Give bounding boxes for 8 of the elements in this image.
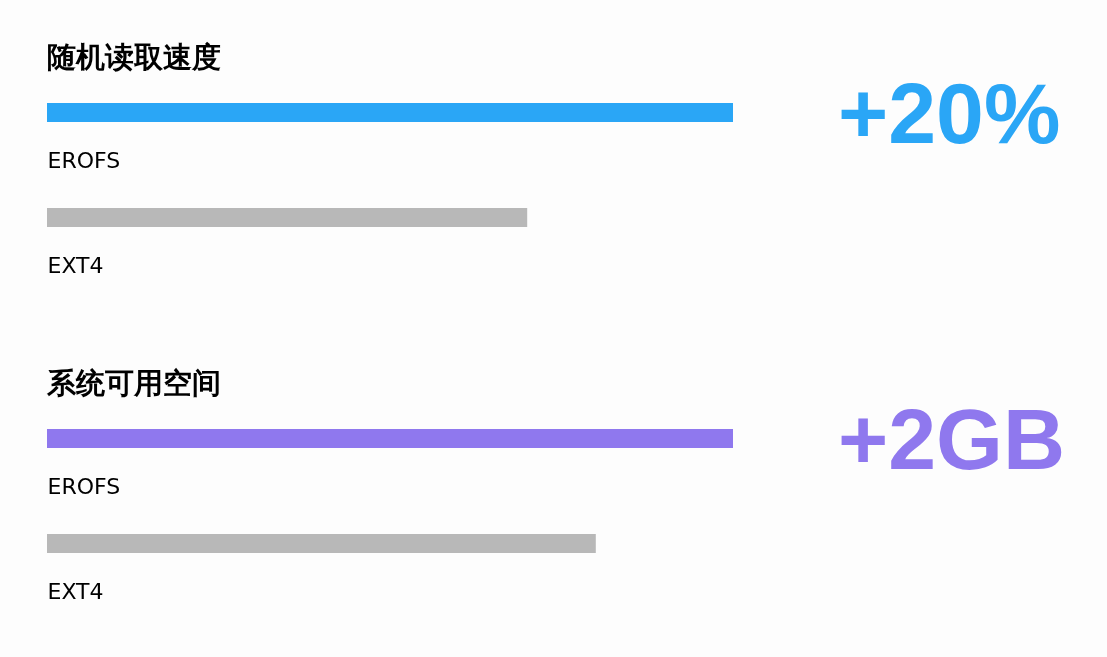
chart-title: 系统可用空间 [46, 366, 221, 400]
chart-title: 随机读取速度 [47, 40, 221, 74]
text: +20% [838, 64, 1061, 161]
y-tick-label: EXT4 [47, 253, 104, 278]
y-tick-label: EXT4 [47, 579, 104, 604]
text: +2GB [838, 390, 1066, 487]
y-tick-label: EROFS [47, 148, 121, 173]
y-tick-label: EROFS [47, 474, 121, 499]
